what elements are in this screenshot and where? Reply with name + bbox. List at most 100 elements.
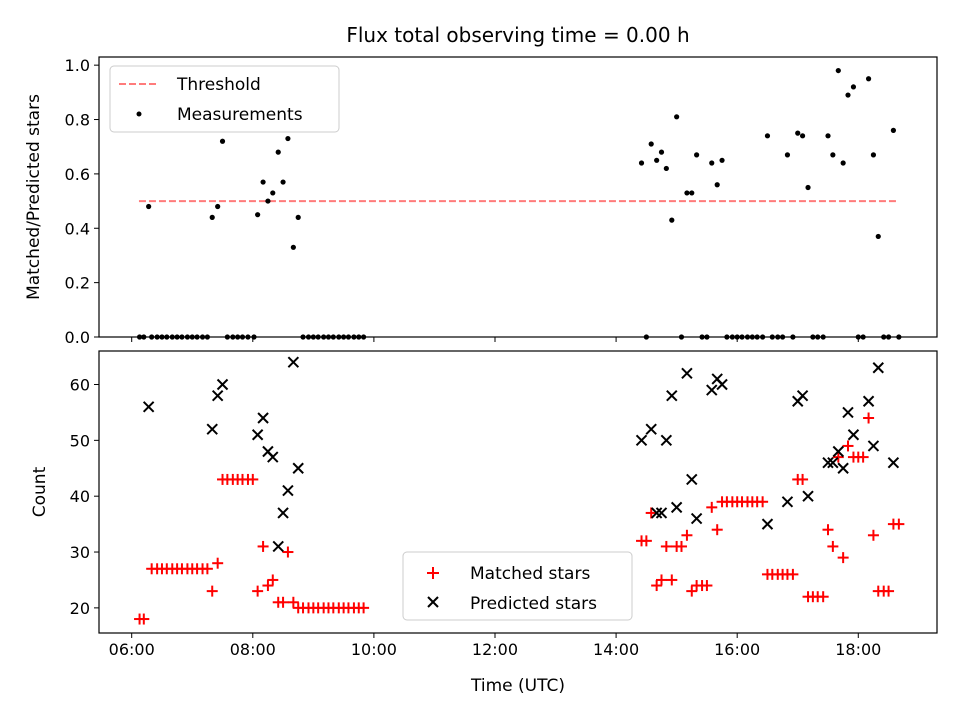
matched-stars-point (837, 552, 849, 564)
measurement-point (890, 127, 897, 133)
count-y-tick-label: 40 (70, 487, 90, 506)
measurement-point (280, 179, 286, 185)
predicted-stars-point (872, 362, 884, 374)
predicted-stars-point-b (706, 384, 718, 396)
count-marks (134, 356, 905, 625)
measurement-point (663, 165, 669, 172)
count-axes-frame (98, 350, 938, 634)
predicted-stars-point (847, 429, 860, 441)
predicted-stars-point (257, 412, 269, 424)
matched-stars-point (212, 557, 224, 569)
measurement-point (270, 190, 276, 196)
matched-stars-point (262, 580, 274, 592)
predicted-stars-point (655, 507, 668, 519)
matched-stars-point (656, 574, 668, 586)
measurement-point (638, 160, 645, 166)
predicted-stars-point-b (887, 456, 900, 469)
predicted-stars-point (686, 473, 698, 486)
count-x-tick-label: 14:00 (593, 640, 639, 659)
predicted-stars-point (666, 389, 678, 402)
predicted-stars-point-b (262, 445, 274, 458)
measurement-point (215, 203, 221, 210)
predicted-stars-point (660, 434, 673, 447)
legend-measurements-label: Measurements (177, 105, 303, 125)
legend-matched-label: Matched stars (470, 564, 590, 584)
predicted-stars-point-b (796, 389, 809, 402)
predicted-stars-point (862, 395, 875, 407)
matched-stars-point (787, 568, 799, 580)
predicted-stars-point (282, 484, 294, 497)
matched-stars-point (252, 585, 264, 597)
legend-threshold-label: Threshold (176, 75, 261, 95)
measurement-point (260, 179, 266, 185)
predicted-stars-point-b (292, 462, 304, 474)
legend-matched-swatch (427, 567, 439, 579)
ratio-y-tick-label: 0.0 (65, 328, 90, 347)
measurement-point (694, 152, 700, 158)
matched-stars-point (757, 496, 769, 508)
ratio-legend-box (109, 65, 340, 133)
predicted-stars-point-b (650, 507, 663, 519)
matched-stars-point (675, 540, 687, 552)
measurement-point (275, 149, 281, 155)
predicted-stars-point-b (822, 456, 834, 469)
measurement-point (285, 135, 291, 142)
predicted-stars-point-b (645, 423, 657, 435)
measurement-point (265, 198, 271, 204)
predicted-stars-point-b (211, 389, 224, 402)
predicted-stars-point-b (670, 501, 683, 514)
predicted-stars-point (842, 406, 854, 419)
predicted-stars-point-b (142, 401, 155, 413)
measurement-point (714, 182, 720, 188)
predicted-stars-point (277, 507, 289, 519)
measurement-point (654, 157, 660, 163)
predicted-stars-point (650, 507, 663, 519)
count-y-axis-label: Count (30, 466, 50, 517)
count-x-tick-label: 06:00 (109, 640, 155, 659)
predicted-stars-point-b (862, 395, 875, 407)
predicted-stars-point (802, 490, 814, 502)
predicted-stars-point-b (257, 412, 269, 424)
matched-stars-point (257, 540, 269, 552)
count-y-tick-label: 50 (70, 431, 90, 450)
matched-stars-point (797, 473, 809, 485)
ratio-marks (136, 67, 902, 340)
predicted-stars-point-b (711, 373, 723, 385)
predicted-stars-point (887, 456, 900, 469)
count-x-tick-label: 10:00 (351, 640, 397, 659)
predicted-stars-point (761, 518, 774, 530)
count-panel: 06:00 08:00 10:00 12:00 14:00 16:00 18:00 20 30 4… (30, 350, 938, 696)
predicted-stars-point (206, 423, 218, 435)
matched-stars-point (645, 507, 657, 519)
matched-stars-point (893, 518, 905, 530)
count-x-tick-label: 08:00 (230, 640, 276, 659)
matched-stars-point (666, 574, 678, 586)
measurement-point (795, 130, 801, 136)
predicted-stars-point-b (832, 445, 845, 458)
x-axis-label: Time (UTC) (470, 676, 565, 696)
count-legend-box (402, 551, 633, 621)
predicted-stars-point (216, 378, 229, 391)
predicted-stars-point (781, 496, 794, 508)
ratio-y-tick-label: 0.6 (65, 165, 90, 184)
predicted-stars-point (837, 462, 849, 474)
matched-stars-point (640, 535, 652, 547)
matched-stars-point (138, 613, 150, 625)
predicted-stars-point-b (282, 484, 294, 497)
predicted-stars-point-b (837, 462, 849, 474)
matched-stars-point (827, 540, 839, 552)
predicted-stars-point-b (781, 496, 794, 508)
legend-predicted-swatch (427, 596, 439, 608)
measurement-point (709, 160, 715, 166)
legend-predicted-label: Predicted stars (470, 594, 597, 614)
measurement-point (840, 160, 846, 166)
predicted-stars-point-b (716, 378, 728, 391)
measurement-point (805, 184, 811, 191)
measurement-point (209, 214, 215, 220)
predicted-stars-point (272, 540, 284, 553)
measurement-point (784, 152, 791, 158)
ratio-y-tick-label: 1.0 (65, 56, 90, 75)
measurement-point (764, 133, 771, 139)
predicted-stars-point (287, 356, 300, 368)
